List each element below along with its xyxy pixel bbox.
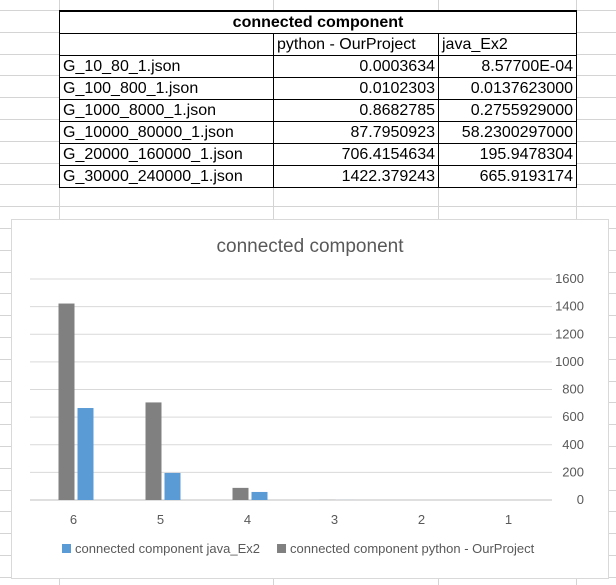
python-time-cell: 87.7950923 bbox=[273, 121, 439, 144]
y-tick-label: 1200 bbox=[555, 326, 584, 341]
file-name-cell: G_10_80_1.json bbox=[59, 55, 274, 78]
bar bbox=[58, 303, 75, 500]
x-tick-label: 2 bbox=[418, 512, 425, 527]
file-name-cell: G_10000_80000_1.json bbox=[59, 121, 274, 144]
y-tick-label: 400 bbox=[562, 437, 584, 452]
header-cell bbox=[59, 33, 274, 56]
python-time-cell: 0.8682785 bbox=[273, 99, 439, 122]
bars bbox=[58, 303, 529, 500]
table-header-row: python - OurProject java_Ex2 bbox=[59, 33, 578, 56]
table-row: G_10_80_1.json 0.0003634 8.57700E-04 bbox=[59, 55, 578, 78]
table-row: G_30000_240000_1.json 1422.379243 665.91… bbox=[59, 165, 578, 188]
y-tick-label: 1000 bbox=[555, 354, 584, 369]
bar bbox=[251, 491, 268, 500]
x-tick-label: 5 bbox=[157, 512, 164, 527]
java-time-cell: 195.9478304 bbox=[437, 143, 578, 166]
table-row: G_1000_8000_1.json 0.8682785 0.275592900… bbox=[59, 99, 578, 122]
chart-title: connected component bbox=[217, 236, 405, 257]
y-tick-label: 1400 bbox=[555, 299, 584, 314]
bar bbox=[232, 487, 249, 500]
python-time-cell: 0.0102303 bbox=[273, 77, 439, 100]
x-tick-label: 3 bbox=[331, 512, 338, 527]
legend-swatch bbox=[277, 544, 287, 553]
data-table: connected component python - OurProject … bbox=[58, 10, 578, 188]
legend-label: connected component java_Ex2 bbox=[75, 541, 260, 556]
x-tick-label: 4 bbox=[244, 512, 251, 527]
file-name-cell: G_100_800_1.json bbox=[59, 77, 274, 100]
y-tick-label: 1600 bbox=[555, 271, 584, 286]
java-time-cell: 58.2300297000 bbox=[437, 121, 578, 144]
python-time-cell: 1422.379243 bbox=[273, 165, 439, 188]
x-tick-label: 6 bbox=[70, 512, 77, 527]
python-time-cell: 0.0003634 bbox=[273, 55, 439, 78]
java-time-cell: 8.57700E-04 bbox=[437, 55, 578, 78]
file-name-cell: G_20000_160000_1.json bbox=[59, 143, 274, 166]
gridlines bbox=[30, 278, 552, 501]
legend: connected component java_Ex2 connected co… bbox=[62, 541, 535, 556]
legend-swatch bbox=[62, 544, 71, 553]
header-cell: python - OurProject bbox=[273, 33, 439, 56]
y-tick-label: 200 bbox=[562, 464, 584, 479]
y-tick-label: 600 bbox=[562, 409, 584, 424]
bar bbox=[145, 402, 162, 500]
file-name-cell: G_30000_240000_1.json bbox=[59, 165, 274, 188]
chart-card[interactable]: connected component 0 200 400 600 800 1000 120… bbox=[11, 219, 609, 579]
header-cell: java_Ex2 bbox=[437, 33, 578, 56]
table-title: connected component bbox=[58, 10, 578, 34]
y-axis-ticks: 0 200 400 600 800 1000 1200 1400 1600 bbox=[555, 271, 584, 507]
x-axis-ticks: 6 5 4 3 2 1 bbox=[70, 512, 512, 527]
table-row: G_20000_160000_1.json 706.4154634 195.94… bbox=[59, 143, 578, 166]
x-tick-label: 1 bbox=[505, 512, 512, 527]
file-name-cell: G_1000_8000_1.json bbox=[59, 99, 274, 122]
legend-label: connected component python - OurProject bbox=[290, 541, 535, 556]
table-row: G_100_800_1.json 0.0102303 0.0137623000 bbox=[59, 77, 578, 100]
java-time-cell: 665.9193174 bbox=[437, 165, 578, 188]
bar bbox=[164, 472, 181, 500]
bar bbox=[77, 408, 94, 500]
y-tick-label: 0 bbox=[577, 492, 584, 507]
bar-chart: connected component 02004006008001000120… bbox=[30, 236, 584, 556]
table-row: G_10000_80000_1.json 87.7950923 58.23002… bbox=[59, 121, 578, 144]
y-tick-label: 800 bbox=[562, 382, 584, 397]
python-time-cell: 706.4154634 bbox=[273, 143, 439, 166]
java-time-cell: 0.0137623000 bbox=[437, 77, 578, 100]
java-time-cell: 0.2755929000 bbox=[437, 99, 578, 122]
